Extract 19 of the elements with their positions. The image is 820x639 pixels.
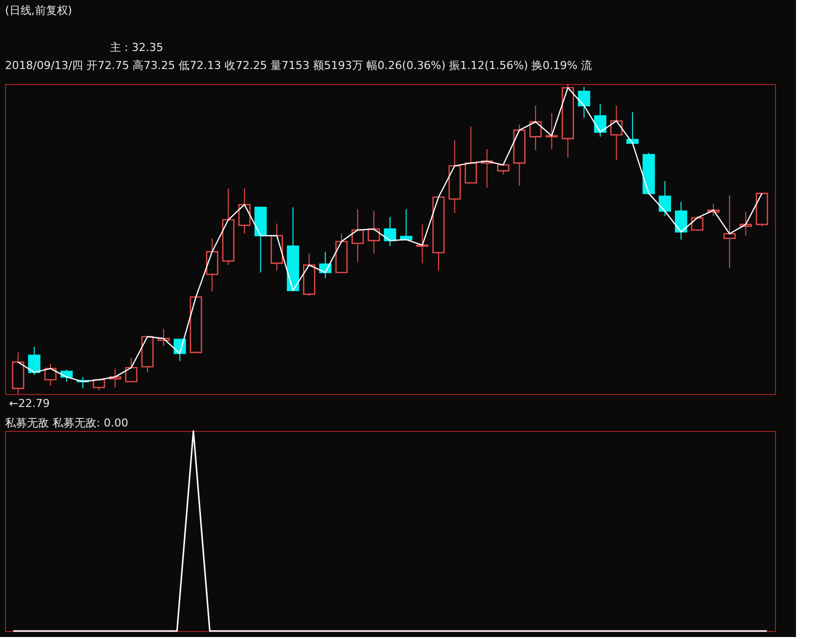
candlestick [529,105,542,151]
chart-title: 私募无敌 私募无敌: 0.00 [5,416,128,430]
candlestick [610,105,623,161]
candlestick [416,224,428,264]
candlestick [125,358,138,382]
candlestick [206,238,218,292]
chart-title: (日线,前复权) [5,4,72,17]
text: 2018/09/13/四 开72.75 高73.25 低72.13 收72.25 量7153 额5193万 幅0.26(0.36%) 振1.12(1.56%) 换0.19% 流 [5,59,592,72]
candlestick [464,126,477,184]
text: 主 : 32.35 [110,41,164,54]
candlestick [658,180,672,217]
candlestick [546,112,558,150]
candlestick [723,194,736,268]
candlestick [352,208,364,262]
candlestick [691,216,704,232]
candlestick [578,86,590,118]
text: ←22.79 [9,397,50,410]
candlestick [674,201,688,240]
candlestick [28,346,40,376]
